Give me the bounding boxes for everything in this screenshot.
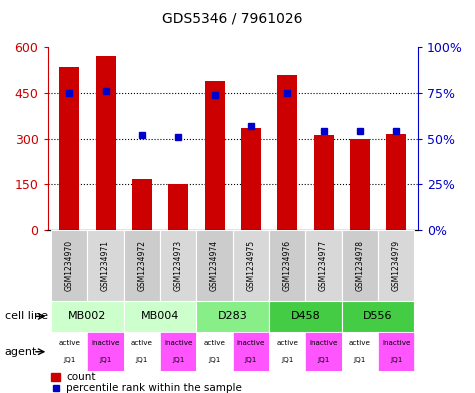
Bar [233, 332, 269, 371]
Text: active: active [204, 340, 226, 346]
Text: JQ1: JQ1 [63, 357, 76, 364]
Text: GSM1234972: GSM1234972 [137, 240, 146, 291]
Bar [233, 230, 269, 301]
Text: JQ1: JQ1 [354, 357, 366, 364]
Text: inactive: inactive [382, 340, 410, 346]
Bar [314, 136, 333, 230]
Text: inactive: inactive [164, 340, 192, 346]
Text: inactive: inactive [91, 340, 120, 346]
Text: D556: D556 [363, 311, 393, 321]
Text: inactive: inactive [309, 340, 338, 346]
Bar [51, 301, 124, 332]
Text: JQ1: JQ1 [99, 357, 112, 364]
Bar [378, 230, 414, 301]
Text: GDS5346 / 7961026: GDS5346 / 7961026 [162, 12, 303, 26]
Text: inactive: inactive [237, 340, 265, 346]
Bar [269, 332, 305, 371]
Bar [378, 332, 414, 371]
Bar [160, 230, 197, 301]
Bar [305, 230, 342, 301]
Text: JQ1: JQ1 [245, 357, 257, 364]
Bar [241, 128, 261, 230]
Bar [132, 179, 152, 230]
Bar [269, 230, 305, 301]
Text: cell line: cell line [5, 311, 48, 321]
Bar [205, 81, 225, 230]
Text: JQ1: JQ1 [317, 357, 330, 364]
Bar [168, 184, 188, 230]
Bar [305, 332, 342, 371]
Bar [51, 230, 87, 301]
Bar [277, 75, 297, 230]
Bar [197, 230, 233, 301]
Text: GSM1234977: GSM1234977 [319, 240, 328, 291]
Text: active: active [349, 340, 371, 346]
Text: GSM1234974: GSM1234974 [210, 240, 219, 291]
Bar [124, 301, 197, 332]
Bar [342, 332, 378, 371]
Bar [51, 373, 60, 381]
Bar [124, 230, 160, 301]
Text: GSM1234970: GSM1234970 [65, 240, 74, 291]
Bar [386, 134, 406, 230]
Bar [197, 301, 269, 332]
Text: GSM1234978: GSM1234978 [355, 240, 364, 291]
Text: JQ1: JQ1 [209, 357, 221, 364]
Text: JQ1: JQ1 [390, 357, 402, 364]
Text: JQ1: JQ1 [281, 357, 294, 364]
Bar [342, 301, 414, 332]
Text: count: count [66, 373, 95, 382]
Text: JQ1: JQ1 [136, 357, 148, 364]
Text: GSM1234976: GSM1234976 [283, 240, 292, 291]
Text: percentile rank within the sample: percentile rank within the sample [66, 383, 242, 393]
Text: active: active [276, 340, 298, 346]
Bar [197, 332, 233, 371]
Text: MB002: MB002 [68, 311, 107, 321]
Text: agent: agent [5, 347, 37, 357]
Text: D458: D458 [291, 311, 320, 321]
Text: MB004: MB004 [141, 311, 179, 321]
Text: GSM1234971: GSM1234971 [101, 240, 110, 291]
Bar [124, 332, 160, 371]
Bar [350, 138, 370, 230]
Bar [87, 332, 124, 371]
Text: GSM1234975: GSM1234975 [247, 240, 256, 291]
Bar [95, 56, 115, 230]
Text: D283: D283 [218, 311, 247, 321]
Bar [87, 230, 124, 301]
Bar [342, 230, 378, 301]
Bar [51, 332, 87, 371]
Text: JQ1: JQ1 [172, 357, 184, 364]
Text: active: active [131, 340, 153, 346]
Text: GSM1234979: GSM1234979 [392, 240, 401, 291]
Bar [160, 332, 197, 371]
Text: GSM1234973: GSM1234973 [174, 240, 183, 291]
Bar [269, 301, 342, 332]
Bar [59, 67, 79, 230]
Text: active: active [58, 340, 80, 346]
